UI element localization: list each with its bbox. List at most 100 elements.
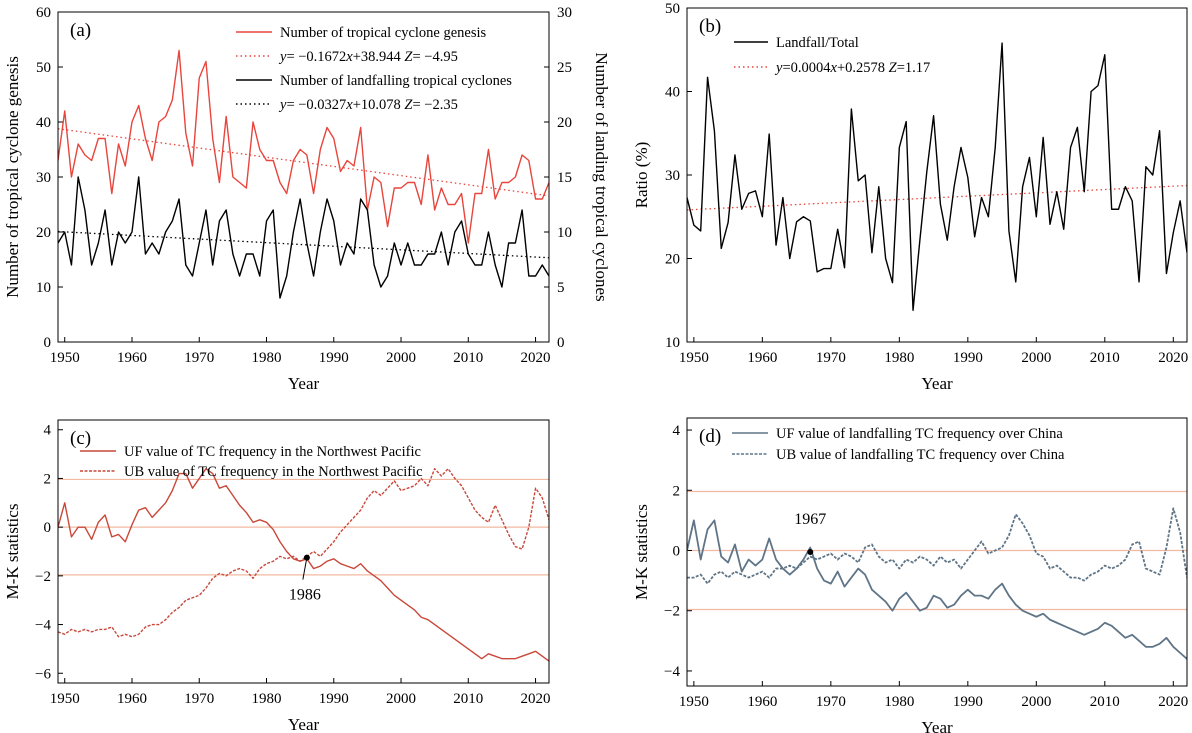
data-point [495, 264, 496, 265]
data-point [906, 121, 907, 122]
x-axis-label: Year [921, 718, 953, 733]
data-point [974, 595, 975, 596]
data-point [266, 160, 267, 161]
data-point [714, 520, 715, 521]
data-point [1159, 130, 1160, 131]
legend-label: UF value of TC frequency in the Northwes… [124, 444, 421, 460]
data-point [232, 495, 233, 496]
data-point [333, 541, 334, 542]
data-point [1145, 568, 1146, 569]
y-tick-label: 10 [665, 335, 680, 351]
trendline-0 [58, 128, 549, 197]
data-point [1125, 186, 1126, 187]
data-point [84, 154, 85, 155]
data-point [1091, 91, 1092, 92]
data-point [98, 522, 99, 523]
data-point [78, 631, 79, 632]
data-point [1029, 613, 1030, 614]
data-point [252, 522, 253, 523]
data-point [192, 488, 193, 489]
data-point [693, 577, 694, 578]
data-point [192, 165, 193, 166]
data-point [1111, 568, 1112, 569]
data-point [246, 253, 247, 254]
y-tick-label: 0 [673, 543, 681, 559]
data-point [823, 556, 824, 557]
data-point [501, 658, 502, 659]
data-point [755, 574, 756, 575]
data-point [810, 220, 811, 221]
data-point [468, 242, 469, 243]
x-tick-label: 1970 [816, 694, 846, 710]
data-point [185, 264, 186, 265]
data-point [421, 617, 422, 618]
data-point [755, 565, 756, 566]
data-point [400, 264, 401, 265]
data-point [769, 538, 770, 539]
data-point [293, 231, 294, 232]
data-point [851, 556, 852, 557]
data-point [810, 547, 811, 548]
data-point [138, 634, 139, 635]
data-point [844, 553, 845, 554]
data-point [1159, 643, 1160, 644]
legend-label: UB value of TC frequency in the Northwes… [124, 464, 423, 480]
data-point [252, 253, 253, 254]
data-point [1091, 574, 1092, 575]
data-point [810, 556, 811, 557]
data-point [434, 624, 435, 625]
panel-b: 1950 1960 1970 1980 1990 2000 2010 2020 10 20 30 40… [632, 1, 1188, 393]
data-point [205, 587, 206, 588]
data-point [1166, 273, 1167, 274]
data-point [131, 524, 132, 525]
data-point [145, 138, 146, 139]
x-tick-label: 1980 [884, 350, 914, 366]
data-point [125, 242, 126, 243]
data-point [1084, 580, 1085, 581]
data-point [1008, 595, 1009, 596]
data-point [501, 182, 502, 183]
data-point [125, 541, 126, 542]
data-point [954, 186, 955, 187]
x-tick-label: 2000 [1021, 350, 1051, 366]
series-points-0 [686, 520, 1187, 660]
x-tick-label: 1960 [117, 691, 147, 707]
data-point [858, 568, 859, 569]
data-point [1063, 571, 1064, 572]
y-tick-label: 20 [665, 252, 680, 268]
data-point [374, 176, 375, 177]
data-point [407, 242, 408, 243]
data-point [700, 559, 701, 560]
data-point [266, 220, 267, 221]
data-point [219, 182, 220, 183]
data-point [789, 565, 790, 566]
data-point [279, 556, 280, 557]
data-point [1077, 577, 1078, 578]
data-point [1070, 628, 1071, 629]
data-point [219, 488, 220, 489]
data-point [844, 586, 845, 587]
data-point [326, 548, 327, 549]
data-point [64, 502, 65, 503]
data-point [313, 568, 314, 569]
data-point [892, 610, 893, 611]
data-point [940, 556, 941, 557]
data-point [481, 193, 482, 194]
data-point [864, 174, 865, 175]
data-point [118, 534, 119, 535]
data-point [1022, 186, 1023, 187]
data-point [414, 485, 415, 486]
data-point [84, 527, 85, 528]
data-point [700, 574, 701, 575]
data-point [1173, 646, 1174, 647]
data-point [273, 209, 274, 210]
data-point [1132, 634, 1133, 635]
data-point [1104, 54, 1105, 55]
data-point [226, 485, 227, 486]
data-point [721, 556, 722, 557]
data-point [212, 264, 213, 265]
data-point [333, 138, 334, 139]
data-point [1159, 574, 1160, 575]
data-point [1104, 622, 1105, 623]
data-point [239, 182, 240, 183]
